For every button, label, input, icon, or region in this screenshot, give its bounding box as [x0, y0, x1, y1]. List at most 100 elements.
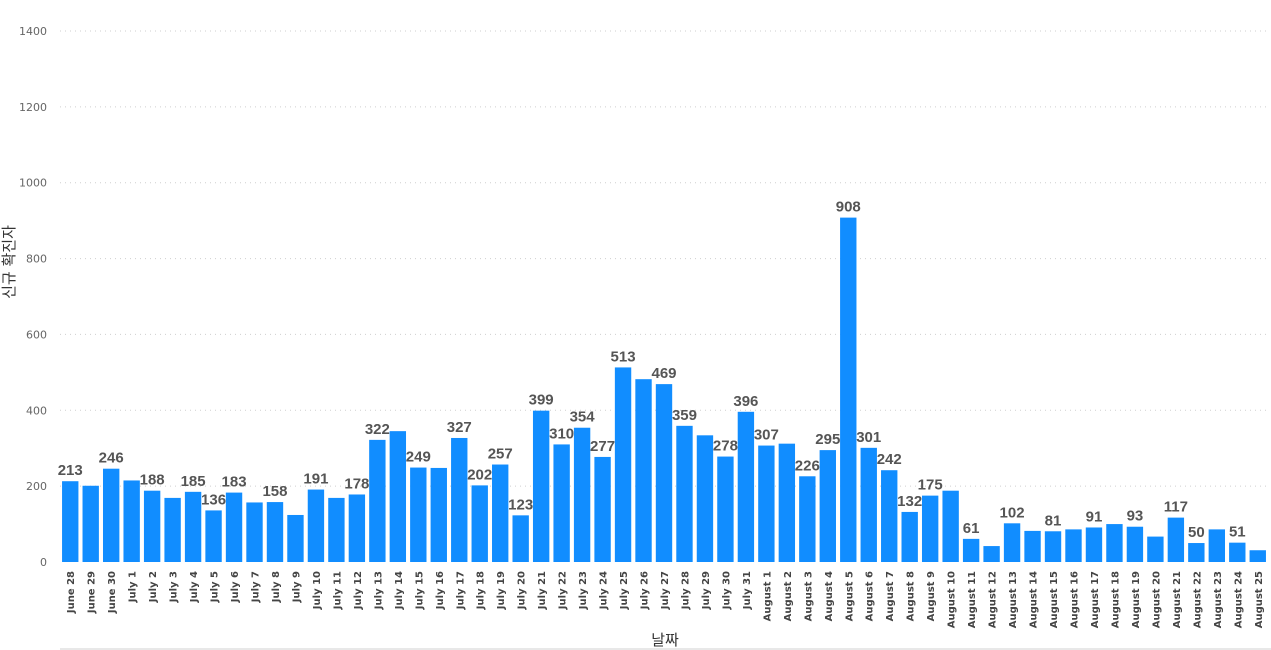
x-tick-label: August 25: [1254, 571, 1265, 628]
data-label: 188: [140, 472, 165, 489]
x-tick-label: July 7: [251, 571, 262, 603]
data-label: 102: [1000, 504, 1025, 521]
data-label: 132: [897, 493, 922, 510]
data-label: 310: [549, 425, 574, 442]
bar: [655, 384, 673, 562]
bar: [696, 435, 714, 562]
x-tick-label: July 12: [353, 571, 364, 610]
x-tick-label: July 14: [394, 571, 405, 610]
x-tick-label: July 19: [496, 571, 507, 610]
x-tick-label: August 11: [967, 571, 978, 628]
bar: [266, 502, 284, 562]
x-tick-label: July 17: [455, 571, 466, 610]
x-tick-label: August 20: [1151, 571, 1162, 628]
x-tick-label: August 14: [1029, 571, 1040, 628]
bar: [369, 439, 386, 562]
x-tick-label: August 2: [783, 571, 794, 621]
bar: [164, 497, 181, 562]
x-tick-label: August 9: [926, 571, 937, 621]
data-label: 396: [733, 393, 758, 410]
x-tick-label: August 22: [1192, 571, 1203, 628]
bar: [62, 481, 79, 562]
bar: [717, 456, 734, 562]
x-tick-label: July 4: [189, 571, 200, 603]
data-label: 226: [795, 457, 820, 474]
y-tick-label: 400: [26, 404, 47, 417]
x-tick-label: July 6: [230, 571, 241, 603]
bar: [614, 367, 632, 562]
x-tick-label: July 9: [291, 571, 302, 603]
x-tick-label: August 21: [1172, 571, 1183, 628]
data-label: 123: [508, 496, 533, 513]
bar: [1188, 543, 1205, 562]
x-tick-label: July 31: [742, 571, 753, 610]
x-tick-label: July 28: [680, 571, 691, 610]
y-tick-label: 200: [26, 480, 47, 493]
bar: [942, 490, 959, 562]
y-tick-label: 1400: [19, 25, 47, 38]
bar: [799, 476, 816, 562]
bar: [184, 491, 202, 562]
x-tick-label: August 5: [844, 571, 855, 621]
data-label: 185: [181, 473, 206, 490]
x-tick-label: July 26: [640, 571, 651, 610]
data-label: 277: [590, 438, 615, 455]
data-label: 469: [651, 365, 676, 382]
data-label: 246: [99, 450, 124, 467]
x-tick-label: July 30: [721, 571, 732, 610]
bar: [962, 538, 980, 562]
bar: [594, 456, 611, 562]
bar: [573, 427, 591, 562]
x-tick-label: August 7: [885, 571, 896, 621]
bar: [471, 485, 488, 562]
data-label: 322: [365, 421, 390, 438]
x-tick-label: August 17: [1090, 571, 1101, 628]
bar: [1249, 550, 1266, 562]
data-label: 136: [201, 491, 226, 508]
data-label: 278: [713, 438, 738, 455]
x-tick-label: August 13: [1008, 571, 1019, 628]
x-axis-ticks: June 28 June 29 June 30 July 1 July 2 July 3 J…: [66, 571, 1265, 628]
x-tick-label: July 18: [476, 571, 487, 610]
bar: [1126, 526, 1144, 562]
x-tick-label: July 11: [332, 571, 343, 610]
x-tick-label: August 19: [1131, 571, 1142, 628]
bar: [1229, 542, 1246, 562]
x-tick-label: July 21: [537, 571, 548, 610]
data-label: 307: [754, 427, 779, 444]
x-tick-label: August 16: [1069, 571, 1080, 628]
x-tick-label: July 16: [435, 571, 446, 610]
y-axis-title: 신규 확진자: [0, 225, 18, 299]
bar: [389, 431, 407, 562]
data-label: 61: [963, 520, 980, 537]
bar: [1003, 523, 1021, 562]
bar: [819, 450, 836, 562]
bar: [102, 468, 120, 562]
bar: [676, 425, 693, 562]
x-tick-label: July 10: [312, 571, 323, 610]
x-tick-label: July 23: [578, 571, 589, 610]
bar: [82, 485, 99, 562]
bar: [348, 494, 366, 562]
data-label: 213: [58, 462, 83, 479]
data-label: 81: [1045, 512, 1062, 529]
bar: [430, 467, 447, 562]
data-label: 399: [529, 392, 554, 409]
x-tick-label: July 20: [517, 571, 528, 610]
y-axis-ticks: 0 200 400 600 800 1000 1200 1400: [19, 25, 47, 569]
x-tick-label: July 3: [169, 571, 180, 603]
x-tick-label: July 24: [599, 571, 610, 610]
data-label: 158: [262, 483, 287, 500]
bar: [410, 467, 427, 562]
x-tick-label: July 1: [128, 571, 139, 603]
x-tick-label: July 25: [619, 571, 630, 610]
data-label: 91: [1086, 508, 1103, 525]
bar: [737, 411, 755, 562]
data-label: 175: [918, 477, 943, 494]
bar: [921, 495, 939, 562]
bar: [553, 444, 570, 562]
bar: [205, 510, 222, 562]
x-tick-label: August 23: [1213, 571, 1224, 628]
bar: [123, 480, 140, 562]
